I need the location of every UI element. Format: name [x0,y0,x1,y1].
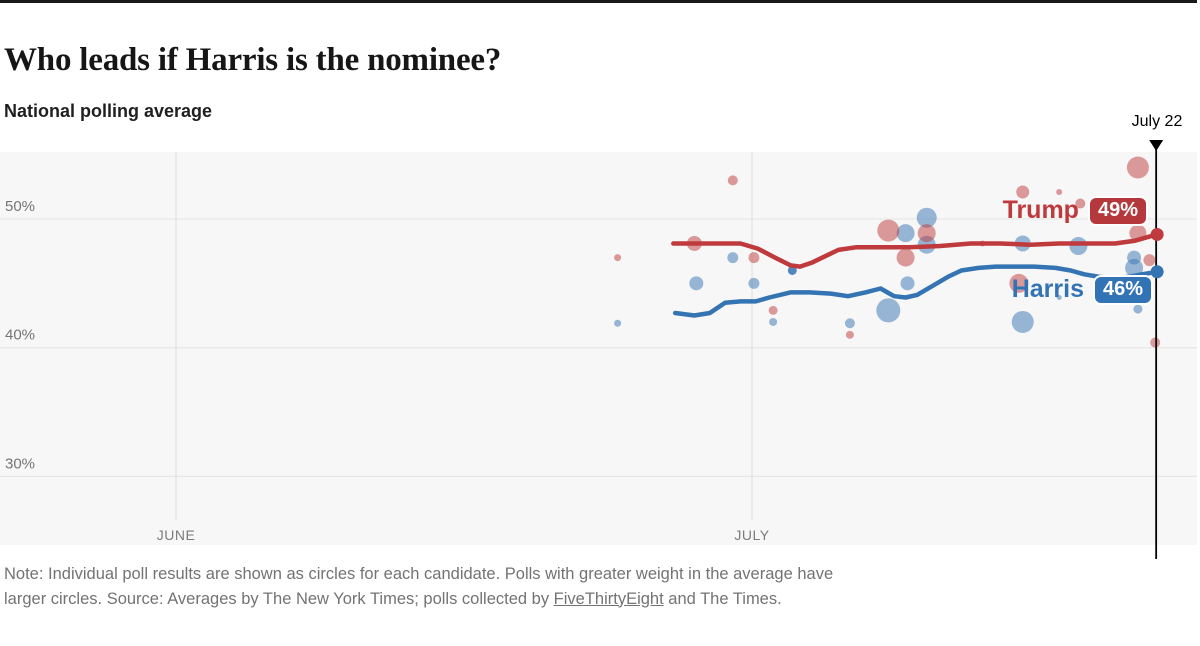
harris-annotation: Harris 46% [1011,274,1153,305]
poll-circle-trump [1075,198,1086,209]
poll-circle-harris [1125,258,1144,277]
poll-circle-trump [727,175,738,186]
note-line-1: Note: Individual poll results are shown … [4,565,834,583]
trump-value-badge: 49% [1087,195,1148,226]
trump-label: Trump [1002,196,1079,224]
poll-circle-trump [1016,185,1030,199]
poll-circle-trump [768,305,778,315]
date-marker-label: July 22 [1131,113,1183,130]
poll-circle-harris [1069,237,1088,256]
poll-circle-harris [1011,310,1034,333]
note-line-2-prefix: larger circles. Source: Averages by The … [4,589,554,608]
plot-background [0,152,1197,545]
trend-end-dot-harris [1150,265,1164,279]
poll-circle-harris [769,317,778,326]
poll-circle-trump [1126,156,1149,179]
chart-canvas: 50% 40% 30% JUNE JULY [0,140,1197,559]
chart-note: Note: Individual poll results are shown … [4,562,833,611]
note-line-2: larger circles. Source: Averages by The … [4,587,833,612]
poll-circle-trump [845,330,854,339]
poll-circle-trump [1056,188,1063,195]
poll-circle-harris [787,265,797,275]
x-axis-tick-label: JULY [734,527,769,543]
note-line-2-suffix: and The Times. [663,589,782,608]
polling-chart: 50% 40% 30% JUNE JULY [0,138,1200,562]
chart-subtitle: National polling average [4,101,213,121]
poll-circle-harris [614,319,622,327]
poll-circle-harris [876,298,901,323]
poll-circle-harris [844,318,855,329]
poll-circle-trump [917,224,936,243]
poll-circle-harris [900,276,915,291]
poll-circle-trump [614,254,622,262]
poll-circle-harris [727,252,739,264]
trend-line-trump [671,232,1160,269]
x-axis-tick-label: JUNE [157,527,196,543]
poll-circle-trump [1143,254,1156,267]
poll-circle-trump [896,248,915,267]
poll-circle-trump [748,252,760,264]
poll-circle-harris [748,277,760,289]
date-marker-triangle-icon [1149,140,1164,151]
poll-circle-trump [1150,337,1161,348]
poll-circle-trump [1009,273,1029,293]
fivethirtyeight-link[interactable]: FiveThirtyEight [553,589,664,608]
poll-circle-harris [689,276,704,291]
poll-circle-harris [916,207,937,228]
harris-label: Harris [1011,275,1084,303]
top-rule [0,0,1197,3]
poll-circle-harris [896,224,915,243]
y-axis-tick-label: 40% [5,327,35,344]
trend-end-dot-trump [1150,227,1164,241]
page-title: Who leads if Harris is the nominee? [4,42,502,78]
trump-annotation: Trump 49% [1002,195,1148,226]
poll-circle-harris [1133,304,1143,314]
y-axis-tick-label: 30% [5,455,35,472]
trend-line-harris [672,264,1160,318]
y-axis-tick-label: 50% [5,198,35,215]
poll-circle-trump [877,219,900,242]
poll-circle-harris [1056,295,1062,301]
harris-value-badge: 46% [1092,274,1153,305]
